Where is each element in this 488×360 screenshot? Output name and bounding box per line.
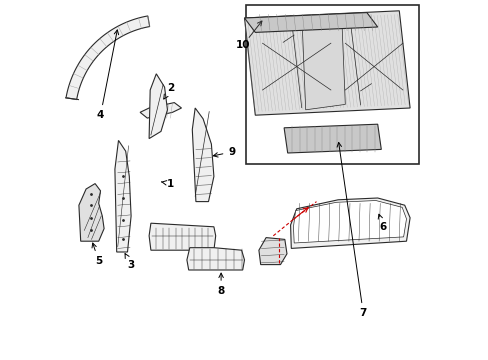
- Polygon shape: [115, 140, 131, 252]
- Polygon shape: [79, 184, 104, 241]
- Bar: [246, 5, 418, 164]
- Text: 10: 10: [235, 40, 249, 50]
- Polygon shape: [293, 201, 406, 243]
- Polygon shape: [192, 108, 213, 202]
- Polygon shape: [244, 13, 377, 32]
- Text: 4: 4: [97, 30, 119, 120]
- Polygon shape: [140, 103, 181, 118]
- Polygon shape: [258, 238, 286, 265]
- Polygon shape: [302, 16, 345, 110]
- Text: 8: 8: [217, 273, 224, 296]
- Text: 3: 3: [125, 253, 135, 270]
- Text: 5: 5: [92, 243, 102, 266]
- Text: 2: 2: [163, 83, 174, 99]
- Polygon shape: [186, 248, 244, 270]
- Text: 7: 7: [336, 143, 366, 318]
- Polygon shape: [284, 124, 381, 153]
- Polygon shape: [290, 198, 409, 248]
- Text: 9: 9: [213, 147, 235, 157]
- Text: 1: 1: [161, 179, 174, 189]
- Polygon shape: [66, 16, 149, 100]
- Polygon shape: [244, 11, 409, 115]
- Polygon shape: [149, 74, 167, 139]
- Polygon shape: [149, 223, 215, 250]
- Text: 6: 6: [377, 214, 386, 232]
